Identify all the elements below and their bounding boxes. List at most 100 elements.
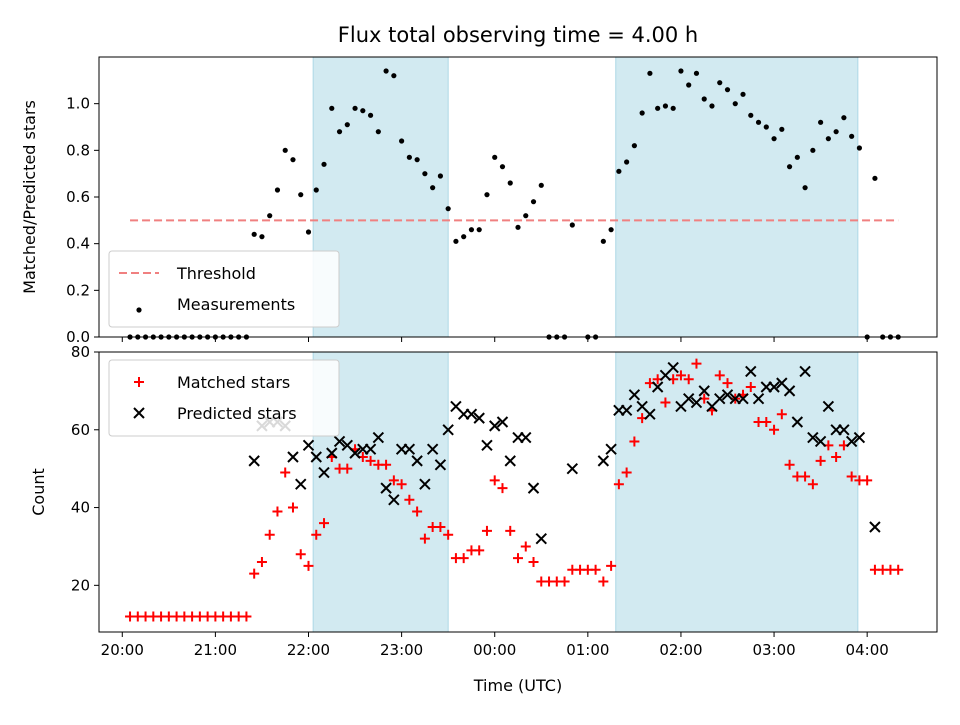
legend: Matched stars Predicted stars bbox=[108, 359, 340, 437]
legend-x-swatch bbox=[133, 407, 145, 419]
y-tick-label: 20 bbox=[71, 576, 90, 594]
data-point bbox=[290, 157, 296, 163]
data-point bbox=[435, 522, 446, 532]
legend-label: Threshold bbox=[176, 264, 256, 283]
data-point bbox=[818, 119, 824, 125]
data-point bbox=[321, 161, 327, 167]
data-point bbox=[869, 521, 881, 533]
data-point bbox=[515, 224, 521, 230]
data-point bbox=[815, 455, 826, 466]
data-point bbox=[606, 560, 617, 571]
shaded-interval bbox=[615, 56, 859, 338]
x-tick-label: 22:00 bbox=[287, 641, 330, 659]
data-point bbox=[282, 147, 288, 153]
data-point bbox=[621, 467, 632, 478]
top-y-axis-label: Matched/Predicted stars bbox=[20, 100, 39, 294]
data-point bbox=[761, 417, 772, 427]
data-point bbox=[489, 420, 501, 432]
data-point bbox=[342, 463, 353, 474]
data-point bbox=[748, 112, 754, 118]
data-point bbox=[683, 374, 694, 385]
shaded-interval bbox=[615, 351, 859, 633]
data-point bbox=[807, 431, 819, 444]
data-point bbox=[303, 560, 314, 571]
data-point bbox=[717, 80, 723, 86]
data-point bbox=[527, 482, 540, 494]
data-point bbox=[872, 175, 878, 181]
data-point bbox=[655, 105, 661, 111]
data-point bbox=[853, 431, 866, 444]
data-point bbox=[682, 392, 695, 405]
y-tick-label: 0.2 bbox=[66, 281, 90, 299]
data-point bbox=[305, 229, 312, 235]
data-point bbox=[333, 435, 346, 448]
data-point bbox=[831, 452, 842, 462]
data-point bbox=[624, 159, 630, 165]
data-point bbox=[745, 365, 757, 378]
data-point bbox=[287, 502, 298, 513]
data-point bbox=[530, 199, 537, 205]
data-point bbox=[714, 392, 726, 405]
data-point bbox=[675, 370, 686, 381]
data-point bbox=[670, 105, 676, 111]
legend-box bbox=[108, 250, 340, 328]
data-point bbox=[520, 541, 531, 552]
data-point bbox=[784, 459, 795, 470]
data-point bbox=[763, 124, 769, 130]
data-point bbox=[722, 378, 733, 389]
data-point bbox=[344, 122, 350, 128]
data-point bbox=[647, 70, 653, 76]
data-point bbox=[411, 455, 423, 467]
data-point bbox=[248, 455, 260, 467]
data-point bbox=[768, 381, 780, 393]
data-point bbox=[737, 392, 749, 405]
data-point bbox=[825, 136, 831, 142]
data-point bbox=[807, 479, 818, 490]
data-point bbox=[468, 227, 475, 233]
data-point bbox=[505, 525, 516, 536]
data-point bbox=[597, 455, 610, 467]
legend-plus-swatch bbox=[134, 377, 144, 387]
data-point bbox=[631, 143, 637, 149]
data-point bbox=[443, 529, 454, 540]
data-point bbox=[740, 91, 746, 97]
data-point bbox=[473, 412, 485, 424]
data-point bbox=[755, 119, 762, 125]
data-point bbox=[709, 103, 715, 109]
panel-ratio: 0.0 0.2 0.4 0.6 0.8 1.0 Threshold Measurements bbox=[66, 56, 938, 346]
data-point bbox=[272, 506, 283, 517]
x-tick-label: 23:00 bbox=[380, 641, 423, 659]
data-point bbox=[280, 467, 291, 478]
data-point bbox=[318, 466, 330, 479]
data-point bbox=[814, 435, 827, 448]
data-point bbox=[419, 478, 431, 490]
data-point bbox=[419, 533, 430, 544]
data-point bbox=[504, 455, 516, 467]
data-point bbox=[745, 382, 756, 392]
data-point bbox=[481, 439, 493, 452]
data-point bbox=[752, 392, 765, 405]
data-point bbox=[662, 103, 669, 109]
data-point bbox=[396, 479, 407, 490]
data-point bbox=[430, 185, 436, 191]
data-point bbox=[686, 82, 692, 88]
data-point bbox=[403, 443, 416, 455]
data-point bbox=[496, 416, 509, 428]
data-point bbox=[349, 447, 361, 459]
data-point bbox=[264, 529, 275, 540]
data-point bbox=[259, 234, 265, 240]
bottom-y-axis-label: Count bbox=[29, 468, 48, 516]
series-dot bbox=[127, 68, 901, 340]
data-point bbox=[352, 105, 358, 111]
data-point bbox=[523, 213, 529, 219]
data-point bbox=[639, 110, 645, 116]
data-point bbox=[412, 506, 423, 517]
data-point bbox=[274, 187, 281, 193]
data-point bbox=[644, 408, 656, 420]
data-point bbox=[391, 73, 397, 79]
data-point bbox=[822, 400, 835, 413]
x-tick-label: 20:00 bbox=[101, 641, 144, 659]
data-point bbox=[528, 557, 539, 567]
data-point bbox=[311, 529, 322, 540]
data-point bbox=[714, 370, 725, 381]
